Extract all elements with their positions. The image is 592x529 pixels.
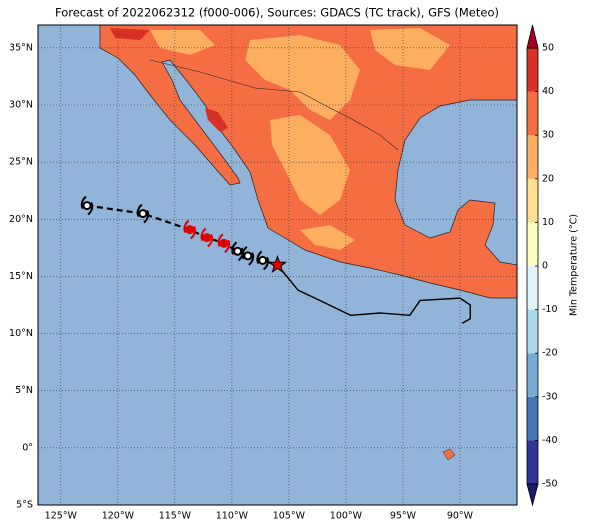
storm-symbol [138,209,148,219]
colorbar-segment [527,309,538,354]
colorbar-segment [527,396,538,441]
x-tick-label: 120°W [102,511,135,522]
storm-symbol [243,251,253,261]
map-frame [37,24,518,506]
land-patch [300,225,355,250]
past-track [276,264,471,324]
y-tick-label: 35°N [9,42,33,53]
land-patch [245,35,360,120]
border [149,59,399,151]
colorbar-extend-top [526,24,539,49]
y-tick-label: 20°N [9,214,33,225]
colorbar-tick-label: 20 [542,173,554,184]
axes: 125°W 120°W 115°W 110°W 105°W 100°W 95°W 90°W 5°… [9,42,474,521]
colorbar-segment [527,266,538,310]
colorbar-tick-label: -10 [542,304,558,315]
y-tick-label: 5°S [16,500,33,511]
colorbar-tick-label: -40 [542,435,558,446]
title: Forecast of 2022062312 (f000-006), Sourc… [55,6,499,20]
colorbar-extend-bottom [526,483,539,507]
land-patch [370,28,450,70]
x-tick-label: 125°W [45,511,78,522]
storm-symbol [233,246,243,256]
storm-symbol-tail [256,250,269,271]
land-patch [110,28,150,40]
x-tick-label: 110°W [216,511,249,522]
storm-symbol [258,255,268,265]
x-tick-label: 100°W [330,511,363,522]
colorbar-label: Min Temperature (°C) [569,214,580,316]
y-tick-label: 5°N [15,385,33,396]
track [80,195,471,324]
land-patch [205,108,228,132]
storm-symbol [219,238,229,248]
storm-symbol-tail [183,219,196,240]
y-tick-label: 10°N [9,328,33,339]
storm-symbol-tail [80,195,94,216]
colorbar-tick-label: 0 [542,261,548,272]
land-patch [150,30,215,55]
storm-symbol-tail [136,203,150,224]
island [442,448,456,461]
current-position [268,255,287,274]
colorbar-segment [527,178,538,223]
y-tick-label: 30°N [9,100,33,111]
colorbar-segment [527,440,538,484]
storm-symbol-tail [200,227,214,248]
colorbar-segment [527,135,538,179]
colorbar-segment [527,48,538,92]
colorbar-tick-label: 30 [542,130,554,141]
colorbar-tick-label: 40 [542,86,554,97]
colorbar-segment [527,353,538,397]
colorbar-segment [527,91,538,136]
colorbar-segment [527,222,538,266]
x-tick-label: 105°W [273,511,306,522]
storm-symbol-tail [217,233,231,254]
colorbar-tick-label: -20 [542,348,558,359]
y-tick-label: 25°N [9,157,33,168]
x-tick-label: 90°W [447,511,474,522]
storm-symbol-tail [241,246,255,266]
x-tick-label: 95°W [390,511,417,522]
storm-symbol [82,201,92,211]
x-tick-label: 115°W [159,511,192,522]
grid [38,25,517,505]
y-tick-label: 0° [22,442,33,453]
storm-symbol [185,225,195,235]
colorbar: -50 -40 -30 -20 -10 0 10 20 30 40 50 [526,24,558,507]
map-area [38,25,517,505]
colorbar-tick-label: -30 [542,391,558,402]
y-tick-label: 15°N [9,271,33,282]
colorbar-tick-label: 50 [542,43,554,54]
land-patch [270,115,350,215]
colorbar-tick-label: 10 [542,217,554,228]
colorbar-tick-label: -50 [542,479,558,490]
storm-symbol [202,233,212,243]
